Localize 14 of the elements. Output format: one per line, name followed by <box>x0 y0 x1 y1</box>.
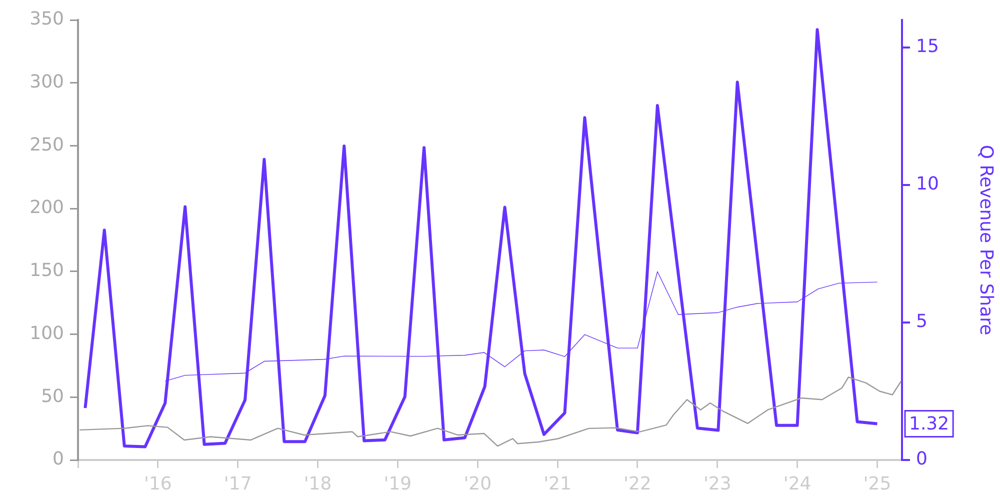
y-tick-label: 350 <box>30 8 64 30</box>
y-tick-label: 50 <box>41 386 64 407</box>
data-label: 1.32 <box>909 413 950 434</box>
y2-tick-label: 5 <box>916 311 928 332</box>
y-tick-label: 150 <box>30 260 64 282</box>
y-tick-label: 250 <box>30 134 64 156</box>
y-tick-label: 200 <box>30 197 64 218</box>
y2-tick-label: 15 <box>916 36 939 58</box>
y2-tick-label: 0 <box>916 448 928 470</box>
y2-tick-label: 10 <box>916 174 939 195</box>
y-tick-label: 300 <box>30 72 64 93</box>
y-tick-label: 0 <box>52 448 64 470</box>
y2-axis-title: Q Revenue Per Share <box>976 144 997 336</box>
y-tick-label: 100 <box>30 322 64 344</box>
